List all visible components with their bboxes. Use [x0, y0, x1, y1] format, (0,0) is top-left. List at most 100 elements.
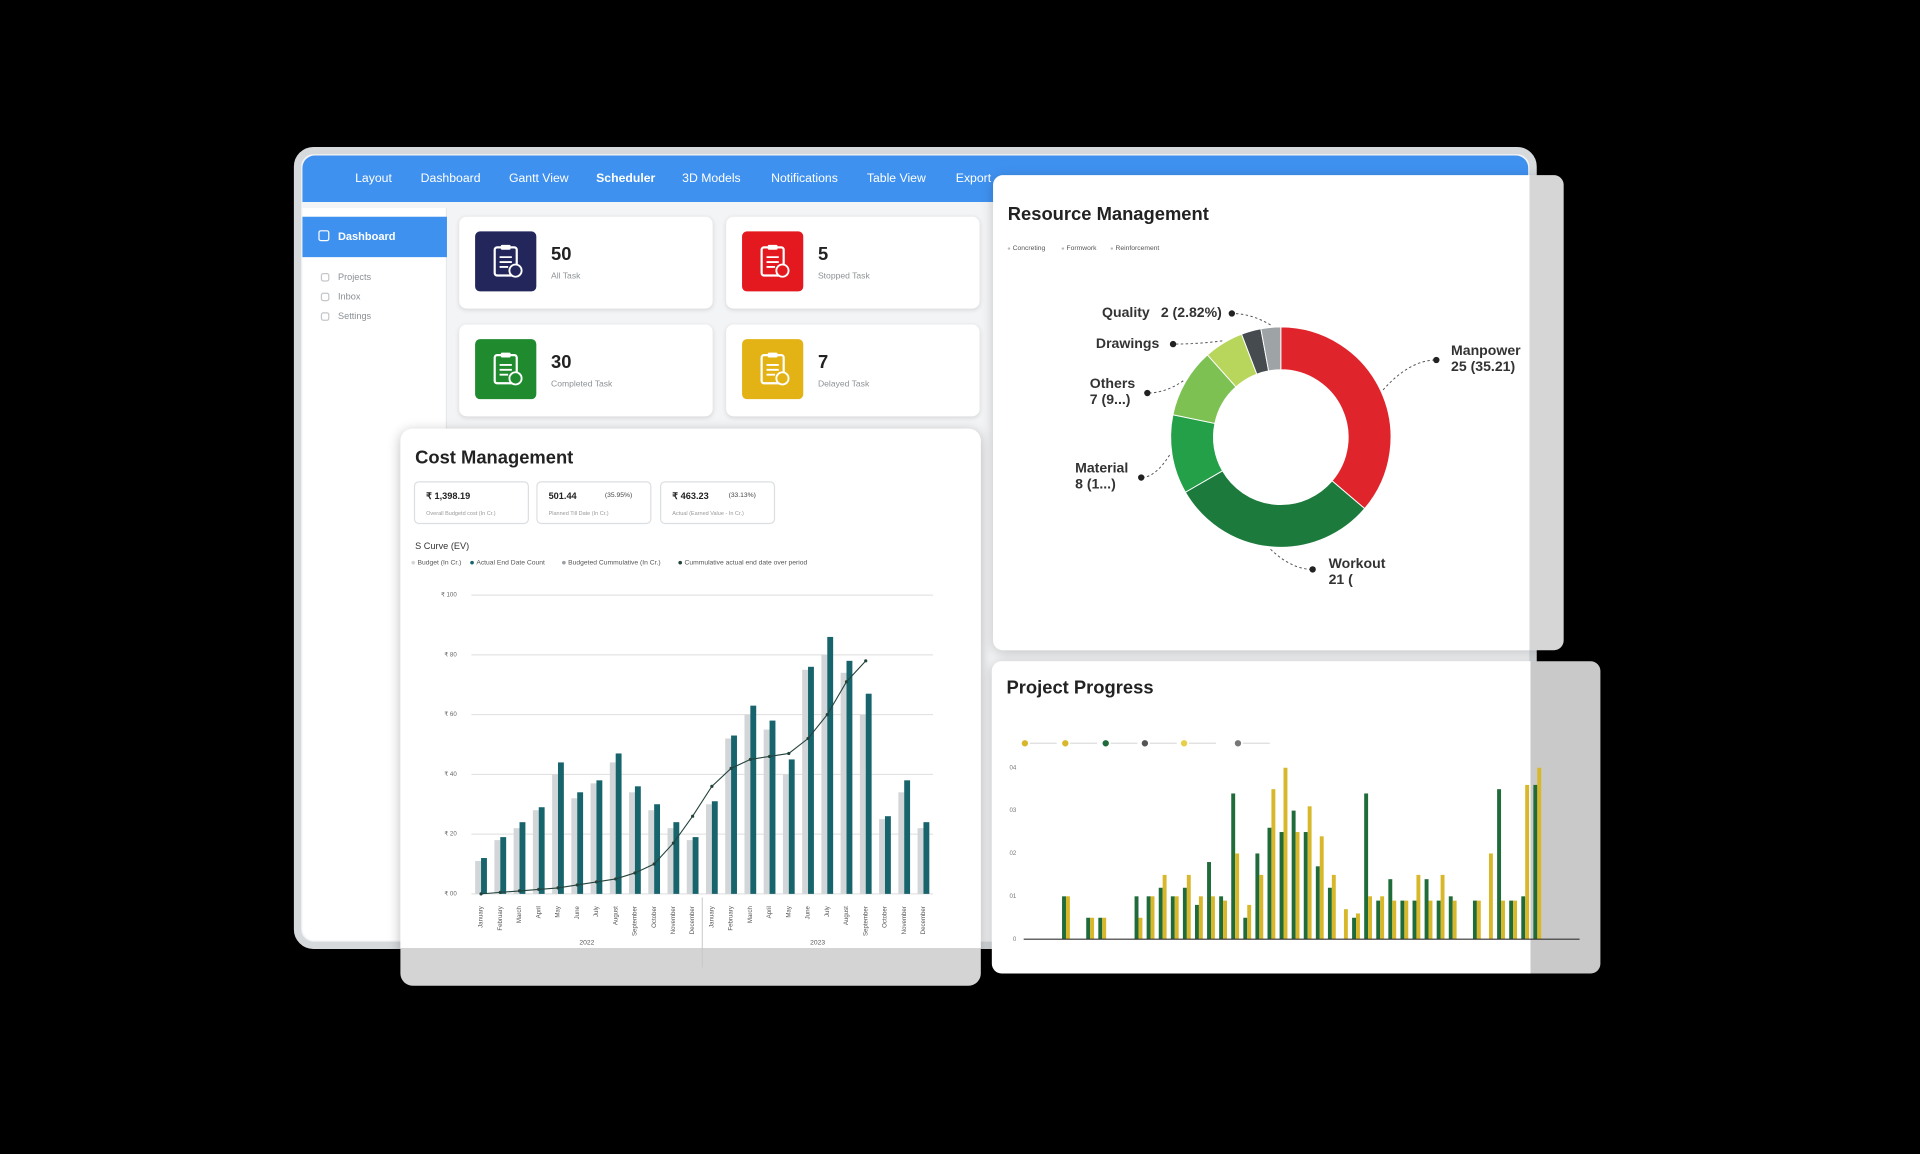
icon-shape	[775, 263, 790, 278]
icon-shape	[500, 352, 511, 358]
summary-label: Planned Till Date (In Cr.)	[548, 510, 609, 517]
slice-label: Drawings	[1096, 335, 1160, 351]
icon-shape	[500, 244, 511, 250]
bar	[1174, 896, 1179, 940]
x-tick-label: July	[824, 905, 831, 917]
sidebar-active-label[interactable]: Dashboard	[337, 230, 396, 243]
bar	[615, 753, 622, 894]
nav-item[interactable]: Notifications	[771, 172, 838, 186]
x-tick-label: October	[882, 906, 889, 928]
stat-label: Delayed Task	[817, 380, 870, 389]
bar	[1428, 900, 1433, 940]
legend-dot	[470, 560, 474, 565]
y-tick-label: ₹ 100	[441, 592, 457, 599]
bar	[577, 792, 584, 894]
slice-label: Material	[1075, 460, 1128, 476]
summary-box	[413, 481, 529, 525]
bar	[1327, 887, 1332, 940]
legend-dot	[1062, 740, 1069, 747]
bar	[1368, 896, 1373, 940]
legend-dot	[1102, 740, 1109, 747]
bar	[1509, 900, 1514, 940]
bar	[1416, 874, 1421, 940]
bar	[692, 837, 699, 894]
y-tick-label: 04	[1010, 764, 1017, 771]
stat-value: 30	[551, 352, 572, 373]
bar	[494, 840, 501, 894]
leader-line	[1231, 312, 1271, 326]
nav-item[interactable]: 3D Models	[682, 172, 741, 186]
sidebar-item[interactable]: Settings	[337, 310, 372, 322]
x-tick-label: May	[555, 905, 562, 917]
nav-item[interactable]: Gantt View	[508, 172, 569, 186]
donut-segment	[1280, 326, 1392, 510]
line-point	[575, 883, 579, 887]
chart-title: S Curve (EV)	[415, 540, 470, 552]
x-tick-label: November	[670, 906, 677, 934]
nav-item[interactable]: Dashboard	[420, 172, 481, 186]
bar	[1388, 879, 1393, 940]
bar	[827, 636, 834, 894]
bar	[1170, 896, 1175, 940]
bar	[917, 828, 924, 894]
nav-item[interactable]: Table View	[866, 172, 926, 186]
sidebar-item[interactable]: Inbox	[337, 290, 361, 302]
sidebar-icon	[320, 311, 330, 321]
bar	[1210, 896, 1215, 940]
bar	[808, 666, 814, 894]
sidebar-active	[302, 216, 447, 258]
resource-panel	[993, 175, 1564, 651]
bar	[1380, 896, 1385, 940]
bar	[481, 858, 487, 894]
nav-item[interactable]: Export	[955, 172, 992, 186]
icon-glyph	[760, 352, 790, 386]
icon-shape	[767, 244, 778, 250]
bar	[1150, 896, 1155, 940]
bar	[1194, 904, 1199, 940]
bar	[1343, 909, 1348, 940]
stat-value: 50	[551, 244, 572, 266]
bar	[744, 714, 751, 894]
nav-item[interactable]: Layout	[355, 172, 392, 186]
bar	[1400, 900, 1405, 940]
x-tick-label: October	[651, 906, 658, 928]
x-tick-label: September	[632, 906, 639, 936]
bar	[1525, 784, 1530, 940]
summary-value: ₹ 463.23	[672, 490, 709, 502]
bar	[904, 780, 911, 894]
slice-value-label: 8 (1...)	[1075, 476, 1116, 492]
legend-label: Formwork	[1066, 244, 1097, 253]
nav-item[interactable]: Scheduler	[596, 172, 656, 186]
legend-dot	[411, 560, 416, 565]
icon-shape	[775, 371, 790, 386]
bar	[769, 720, 776, 894]
bar	[1065, 896, 1070, 940]
bar	[923, 822, 930, 894]
bar	[750, 705, 757, 894]
bar	[1392, 900, 1397, 940]
bar	[1146, 896, 1151, 940]
bar	[1319, 836, 1324, 940]
x-tick-label: February	[497, 905, 504, 930]
legend-dot	[1180, 740, 1188, 747]
bar	[725, 738, 732, 894]
x-tick-label: November	[901, 906, 908, 934]
y-tick-label: 01	[1010, 893, 1017, 900]
bar	[1138, 917, 1143, 940]
bar	[1501, 900, 1505, 940]
bar	[859, 714, 866, 894]
x-tick-label: January	[708, 905, 715, 928]
legend-dot	[1141, 740, 1149, 747]
leader-dot	[1309, 566, 1316, 573]
bar	[1472, 900, 1477, 940]
slice-label: Workout	[1329, 555, 1386, 571]
x-tick-label: August	[612, 906, 619, 925]
line-point	[864, 659, 868, 663]
bar	[538, 807, 545, 894]
sidebar-item[interactable]: Projects	[337, 271, 372, 283]
line-point	[710, 784, 714, 788]
legend-dot	[1061, 247, 1065, 250]
leader-line	[1270, 548, 1313, 570]
